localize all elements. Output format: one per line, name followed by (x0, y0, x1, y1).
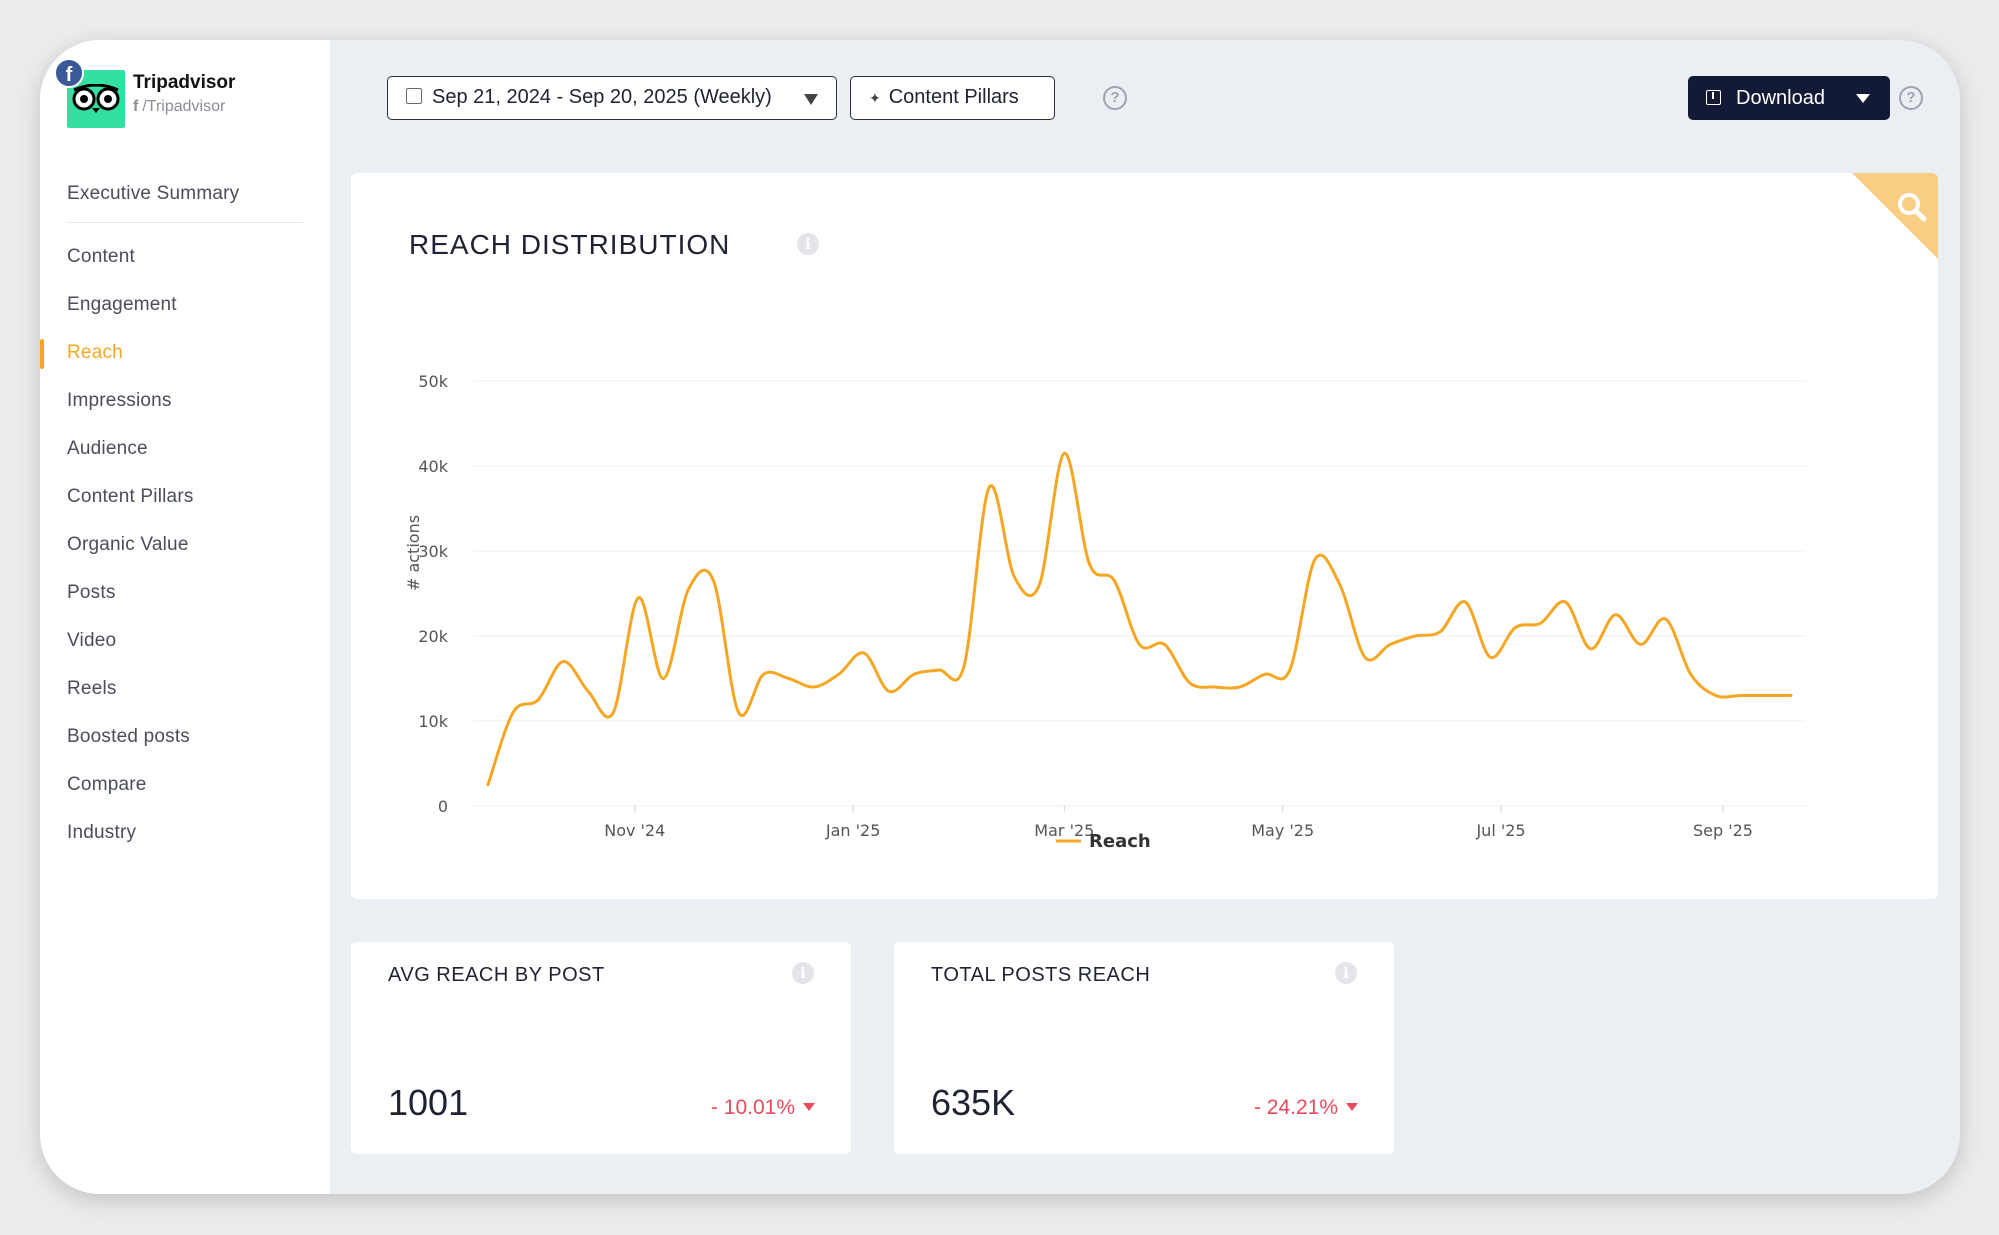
facebook-small-icon: f (133, 98, 139, 115)
avg-reach-by-post-card: AVG REACH BY POST i 1001 - 10.01% (351, 942, 851, 1154)
date-range-label: Sep 21, 2024 - Sep 20, 2025 (Weekly) (432, 86, 772, 108)
sidebar-item-engagement[interactable]: Engagement (67, 294, 177, 315)
y-axis-ticks: 0 10k 20k 30k 40k 50k (418, 372, 448, 816)
content-pillars-button[interactable]: ✦ Content Pillars (850, 76, 1055, 120)
x-tick-label: Sep '25 (1693, 821, 1753, 840)
reach-distribution-card: REACH DISTRIBUTION i 0 10k 20k 30k 40k 50k No… (351, 173, 1938, 899)
sidebar-item-content-pillars[interactable]: Content Pillars (67, 486, 194, 507)
y-tick-label: 50k (418, 372, 448, 391)
y-axis-label: # actions (404, 515, 423, 591)
sidebar-item-impressions[interactable]: Impressions (67, 390, 172, 411)
sidebar-item-audience[interactable]: Audience (67, 438, 148, 459)
caret-down-icon (804, 94, 818, 105)
y-tick-label: 30k (418, 542, 448, 561)
info-icon[interactable]: i (797, 233, 819, 255)
kpi-delta-text: - 24.21% (1253, 1096, 1338, 1119)
y-tick-label: 10k (418, 712, 448, 731)
sparkle-icon: ✦ (869, 90, 881, 106)
download-help-icon[interactable]: ? (1899, 86, 1923, 110)
chart-legend[interactable]: Reach (1056, 831, 1151, 852)
brand-handle: f/Tripadvisor (133, 98, 225, 116)
reach-line-chart: 0 10k 20k 30k 40k 50k Nov '24 Jan '25 Mar '25 Ma… (404, 372, 1806, 852)
calendar-icon (406, 88, 422, 104)
x-tick-label: Jan '25 (825, 821, 881, 840)
kpi-title: AVG REACH BY POST (388, 964, 605, 986)
sidebar-item-organic-value[interactable]: Organic Value (67, 534, 189, 555)
sidebar-item-executive-summary[interactable]: Executive Summary (67, 183, 240, 204)
facebook-icon: f (54, 58, 84, 88)
download-menu-caret-icon[interactable] (1856, 94, 1870, 103)
y-tick-label: 40k (418, 457, 448, 476)
kpi-value: 1001 (388, 1082, 469, 1123)
sidebar: f Tripadvisor f/Tripadvisor Executive Su… (40, 40, 330, 1194)
sidebar-item-content[interactable]: Content (67, 246, 135, 267)
sidebar-item-video[interactable]: Video (67, 630, 117, 651)
sidebar-item-reach[interactable]: Reach (40, 329, 330, 377)
tripadvisor-owl-icon (67, 70, 125, 128)
total-posts-reach-card: TOTAL POSTS REACH i 635K - 24.21% (894, 942, 1394, 1154)
x-tick-label: Mar '25 (1034, 821, 1094, 840)
kpi-delta-text: - 10.01% (710, 1096, 795, 1119)
download-label: Download (1736, 87, 1825, 109)
kpi-value: 635K (931, 1082, 1016, 1123)
nav-divider (67, 222, 303, 223)
y-tick-label: 20k (418, 627, 448, 646)
date-range-picker[interactable]: Sep 21, 2024 - Sep 20, 2025 (Weekly) (387, 76, 837, 120)
sidebar-item-reels[interactable]: Reels (67, 678, 117, 699)
sidebar-nav: Executive Summary Content Engagement Rea… (40, 170, 330, 857)
sidebar-item-boosted-posts[interactable]: Boosted posts (67, 726, 191, 747)
kpi-title: TOTAL POSTS REACH (931, 964, 1151, 986)
kpi-delta: - 10.01% (711, 1096, 815, 1120)
legend-label-reach: Reach (1089, 831, 1151, 852)
x-tick-label: Jul '25 (1475, 821, 1525, 840)
search-icon[interactable] (1852, 173, 1938, 259)
reach-series-line (486, 451, 1793, 787)
help-icon[interactable]: ? (1103, 86, 1127, 110)
sidebar-item-posts[interactable]: Posts (67, 582, 116, 603)
chart-title: REACH DISTRIBUTION (409, 229, 731, 260)
content-pillars-label: Content Pillars (888, 86, 1019, 108)
x-tick-label: May '25 (1251, 821, 1314, 840)
y-tick-label: 0 (438, 797, 448, 816)
app-window: f Tripadvisor f/Tripadvisor Executive Su… (40, 40, 1960, 1194)
x-axis-ticks: Nov '24 Jan '25 Mar '25 May '25 Jul '25 Sep '… (604, 806, 1753, 840)
sidebar-item-compare[interactable]: Compare (67, 774, 147, 795)
sidebar-item-industry[interactable]: Industry (67, 822, 137, 843)
download-button[interactable]: Download (1688, 76, 1890, 120)
brand-name: Tripadvisor (133, 72, 236, 93)
trend-down-icon (803, 1103, 815, 1111)
download-icon (1706, 90, 1721, 105)
brand-header[interactable]: f Tripadvisor f/Tripadvisor (54, 58, 317, 140)
brand-handle-text: /Tripadvisor (142, 98, 226, 115)
info-icon[interactable]: i (1335, 962, 1357, 984)
kpi-delta: - 24.21% (1254, 1096, 1358, 1120)
toolbar: Sep 21, 2024 - Sep 20, 2025 (Weekly) ✦ Co… (387, 76, 1927, 120)
trend-down-icon (1346, 1103, 1358, 1111)
x-tick-label: Nov '24 (604, 821, 665, 840)
chart-grid (473, 380, 1806, 807)
info-icon[interactable]: i (792, 962, 814, 984)
